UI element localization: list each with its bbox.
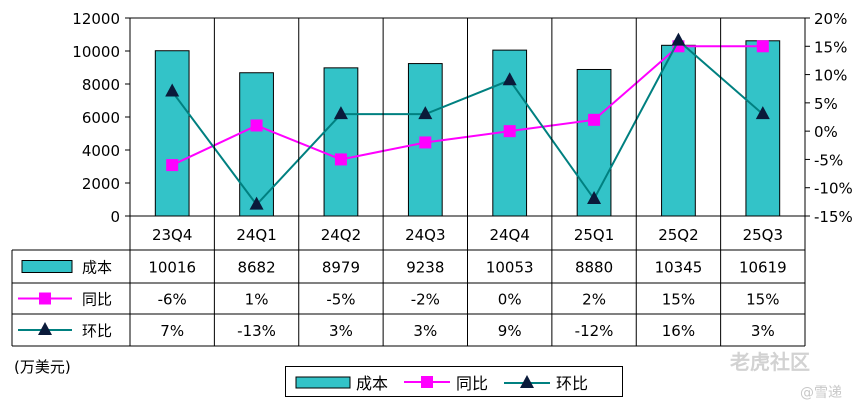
qoq-point bbox=[418, 106, 433, 120]
left-tick-label: 2000 bbox=[82, 175, 120, 193]
qoq-point bbox=[587, 191, 602, 205]
row-header-label: 成本 bbox=[82, 259, 112, 277]
cost-bar bbox=[154, 50, 190, 217]
legend-bar-icon bbox=[295, 376, 351, 388]
table-value: 10016 bbox=[148, 259, 196, 277]
table-value: -6% bbox=[158, 291, 187, 309]
yoy-point bbox=[250, 119, 263, 132]
qoq-point bbox=[502, 72, 517, 86]
legend-item-cost: 成本 bbox=[294, 370, 388, 394]
qoq-point bbox=[333, 106, 348, 120]
watermark-author: @雪递 bbox=[800, 385, 842, 401]
left-tick-label: 4000 bbox=[82, 142, 120, 160]
table-value: 16% bbox=[662, 322, 695, 340]
category-label: 24Q4 bbox=[489, 226, 529, 244]
legend-triangle-line-icon bbox=[504, 374, 551, 388]
row-header-bar-icon bbox=[21, 260, 73, 273]
row-header-label: 环比 bbox=[82, 322, 112, 340]
left-tick-label: 10000 bbox=[72, 43, 120, 61]
category-label: 25Q1 bbox=[574, 226, 614, 244]
yoy-point bbox=[503, 125, 516, 138]
right-tick-label: 0% bbox=[814, 123, 838, 141]
legend-item-yoy: 同比 bbox=[402, 370, 488, 394]
legend-label-yoy: 同比 bbox=[456, 373, 489, 393]
left-tick-label: 12000 bbox=[72, 10, 120, 28]
table-value: 9238 bbox=[406, 259, 444, 277]
watermark-brand: 老虎社区 bbox=[730, 350, 810, 374]
qoq-point bbox=[755, 106, 770, 120]
qoq-point bbox=[671, 32, 686, 46]
right-tick-label: -5% bbox=[814, 151, 843, 169]
cost-bar bbox=[239, 72, 274, 217]
table-value: 8880 bbox=[575, 259, 613, 277]
row-header-label: 同比 bbox=[82, 291, 112, 309]
right-tick-label: 5% bbox=[814, 95, 838, 113]
yoy-point bbox=[419, 136, 432, 149]
row-header-triangle-icon bbox=[38, 322, 52, 335]
table-value: 0% bbox=[498, 291, 522, 309]
table-value: 2% bbox=[582, 291, 606, 309]
yoy-point bbox=[166, 159, 179, 172]
yoy-point bbox=[756, 40, 769, 53]
table-value: 3% bbox=[329, 322, 353, 340]
left-tick-label: 8000 bbox=[82, 76, 120, 94]
legend-label-cost: 成本 bbox=[356, 373, 389, 393]
category-label: 25Q2 bbox=[658, 226, 698, 244]
table-value: -2% bbox=[411, 291, 440, 309]
unit-label: (万美元) bbox=[14, 358, 71, 376]
category-label: 24Q2 bbox=[321, 226, 361, 244]
legend-label-qoq: 环比 bbox=[556, 373, 589, 393]
category-label: 23Q4 bbox=[152, 226, 192, 244]
table-value: -5% bbox=[326, 291, 355, 309]
table-value: 10053 bbox=[486, 259, 534, 277]
table-value: 3% bbox=[751, 322, 775, 340]
table-value: 15% bbox=[746, 291, 779, 309]
left-tick-label: 0 bbox=[110, 208, 120, 226]
qoq-point bbox=[249, 196, 264, 210]
cost-bar bbox=[661, 44, 696, 217]
right-tick-label: 20% bbox=[814, 10, 847, 28]
table-value: 3% bbox=[413, 322, 437, 340]
table-value: 8979 bbox=[322, 259, 360, 277]
yoy-point bbox=[588, 113, 601, 126]
right-tick-label: 15% bbox=[814, 38, 847, 56]
legend-square-line-icon bbox=[404, 375, 451, 388]
left-tick-label: 6000 bbox=[82, 109, 120, 127]
right-tick-label: -10% bbox=[814, 180, 853, 198]
table-value: -13% bbox=[237, 322, 276, 340]
table-value: 10345 bbox=[655, 259, 703, 277]
table-value: 8682 bbox=[237, 259, 275, 277]
row-header-square-icon bbox=[39, 292, 51, 305]
cost-bar bbox=[745, 40, 781, 217]
right-tick-label: 10% bbox=[814, 67, 847, 85]
category-label: 25Q3 bbox=[743, 226, 783, 244]
category-label: 24Q3 bbox=[405, 226, 445, 244]
table-value: 1% bbox=[245, 291, 269, 309]
table-value: -12% bbox=[575, 322, 614, 340]
legend: 成本 同比 环比 bbox=[285, 366, 623, 397]
right-tick-label: -15% bbox=[814, 208, 853, 226]
table-value: 15% bbox=[662, 291, 695, 309]
yoy-point bbox=[334, 153, 347, 166]
cost-bar bbox=[323, 67, 359, 217]
table-value: 9% bbox=[498, 322, 522, 340]
qoq-point bbox=[165, 83, 180, 97]
table-value: 10619 bbox=[739, 259, 787, 277]
table-value: 7% bbox=[160, 322, 184, 340]
category-label: 24Q1 bbox=[236, 226, 276, 244]
legend-item-qoq: 环比 bbox=[502, 370, 588, 394]
